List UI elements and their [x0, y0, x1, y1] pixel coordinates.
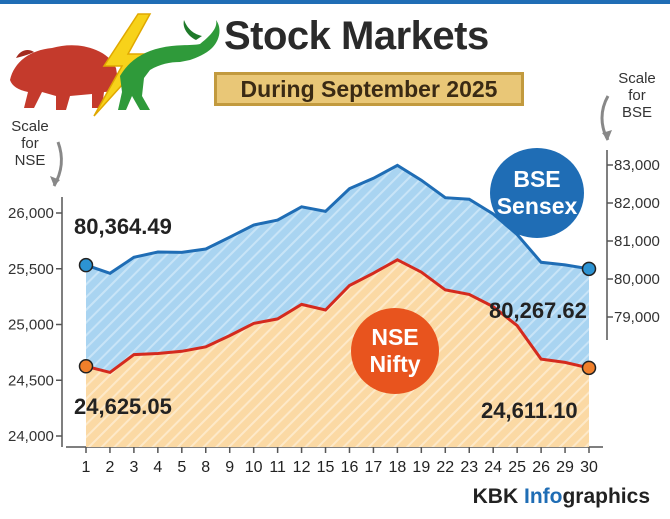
left-tick-label: 26,000 [8, 205, 54, 222]
bear-icon [10, 45, 118, 110]
page-subtitle: During September 2025 [214, 72, 524, 106]
x-tick-label: 3 [129, 459, 138, 476]
credit-rest: graphics [562, 485, 650, 508]
nse-scale-line2: for [21, 135, 39, 152]
bse-start-value: 80,364.49 [74, 214, 172, 239]
endpoint-markers [78, 257, 597, 376]
right-tick-label: 80,000 [614, 271, 660, 288]
x-tick-label: 29 [556, 459, 574, 476]
bse-scale-arrowhead-icon [602, 130, 612, 140]
x-tick-label: 5 [177, 459, 186, 476]
x-tick-label: 23 [460, 459, 478, 476]
nse-scale-arrowhead-icon [50, 176, 60, 186]
x-tick-label: 24 [484, 459, 502, 476]
nse-start-marker [78, 359, 94, 374]
nse-line [85, 258, 590, 375]
top-accent-bar [0, 0, 670, 4]
left-axis-ticks: 24,000 24,500 25,000 25,500 26,000 [8, 205, 62, 445]
nse-area [86, 259, 589, 447]
right-tick-label: 81,000 [614, 233, 660, 250]
nse-scale-line3: NSE [14, 152, 46, 169]
left-tick-label: 24,500 [8, 372, 54, 389]
nse-end-value: 24,611.10 [481, 398, 578, 423]
x-tick-label: 17 [365, 459, 383, 476]
page-title: Stock Markets [224, 14, 489, 58]
bull-icon [118, 20, 220, 110]
x-tick-label: 12 [293, 459, 311, 476]
x-tick-label: 22 [436, 459, 454, 476]
nse-scale-label: Scale for NSE [8, 118, 52, 169]
bse-badge: BSE Sensex [490, 148, 584, 238]
nse-start-value: 24,625.05 [74, 394, 172, 419]
x-tick-label: 1 [82, 459, 91, 476]
right-tick-label: 79,000 [614, 309, 660, 326]
x-tick-label: 26 [532, 459, 550, 476]
x-tick-label: 16 [341, 459, 359, 476]
x-tick-label: 30 [580, 459, 598, 476]
nse-badge-line2: Nifty [369, 351, 421, 377]
bse-end-value: 80,267.62 [489, 298, 587, 323]
x-tick-label: 11 [269, 459, 286, 476]
x-tick-label: 4 [153, 459, 162, 476]
credit-line: KBK Infographics [473, 485, 650, 509]
bse-area [86, 165, 589, 373]
nse-badge-line1: NSE [371, 324, 419, 350]
x-tick-label: 19 [412, 459, 430, 476]
bse-scale-line1: Scale [618, 70, 656, 87]
x-tick-label: 25 [508, 459, 526, 476]
nse-scale-line1: Scale [11, 118, 49, 135]
bse-end-marker [581, 261, 597, 277]
nse-end-marker [581, 360, 597, 376]
bse-scale-line2: for [628, 87, 646, 104]
x-tick-label: 9 [225, 459, 234, 476]
right-tick-label: 83,000 [614, 157, 660, 174]
bse-scale-label: Scale for BSE [612, 70, 662, 121]
bse-badge-line2: Sensex [496, 193, 578, 219]
x-tick-label: 8 [201, 459, 210, 476]
left-tick-label: 24,000 [8, 428, 54, 445]
right-tick-label: 82,000 [614, 195, 660, 212]
x-tick-label: 15 [317, 459, 335, 476]
nse-badge: NSE Nifty [351, 308, 439, 394]
credit-brand: KBK [472, 485, 524, 508]
credit-accent: Info [523, 485, 563, 508]
left-tick-label: 25,500 [8, 261, 54, 278]
x-axis-ticks: 1 2 3 4 5 8 9 10 11 12 15 16 17 18 19 22 23 24 25 26 29 30 [82, 447, 598, 476]
x-tick-label: 2 [105, 459, 114, 476]
bse-scale-line3: BSE [621, 104, 652, 121]
x-tick-label: 18 [388, 459, 406, 476]
left-tick-label: 25,000 [8, 317, 54, 334]
bse-badge-line1: BSE [513, 166, 561, 192]
bse-start-marker [78, 257, 94, 273]
x-tick-label: 10 [245, 459, 263, 476]
right-axis-ticks: 79,000 80,000 81,000 82,000 83,000 [607, 157, 660, 326]
